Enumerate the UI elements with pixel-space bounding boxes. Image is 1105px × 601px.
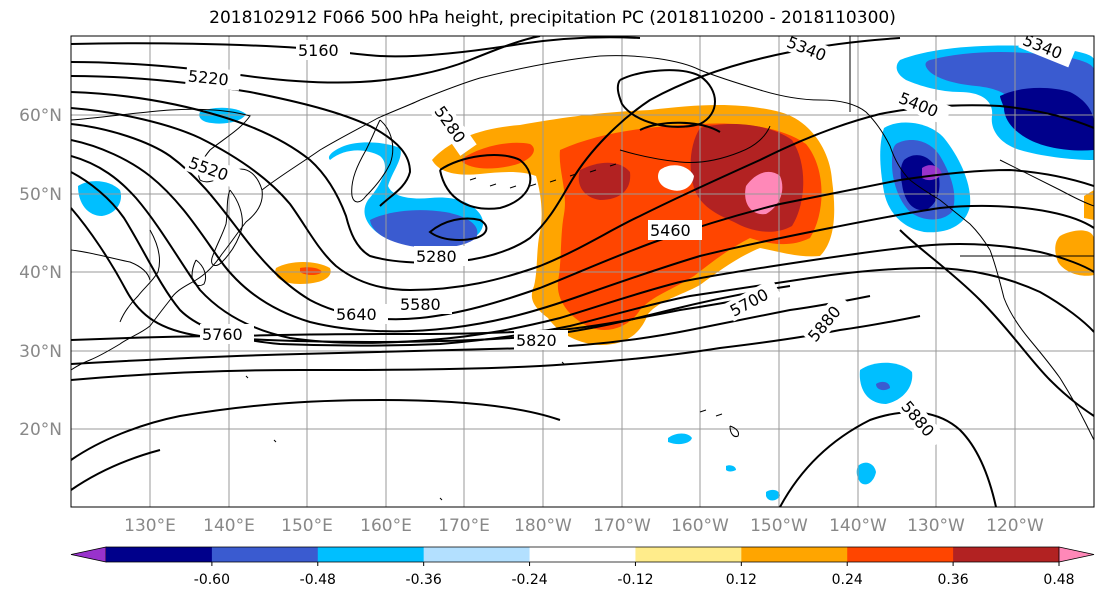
- contour-label-5760: 5760: [202, 325, 243, 344]
- lon-label-180w: 180°W: [514, 516, 572, 536]
- colorbar-segment: [529, 547, 636, 562]
- colorbar-tick-labels: -0.60 -0.48 -0.36 -0.24 -0.12 0.12 0.24 0.36 0.4…: [194, 562, 1075, 588]
- colorbar: -0.60 -0.48 -0.36 -0.24 -0.12 0.12 0.24 0.36 0.4…: [70, 546, 1095, 588]
- colorbar-tick-label: 0.12: [726, 572, 757, 588]
- colorbar-segment: [953, 547, 1060, 562]
- contour-label-5640: 5640: [336, 305, 377, 324]
- colorbar-tick-label: -0.12: [617, 572, 653, 588]
- colorbar-segments: [70, 546, 1095, 563]
- contour-label-5160: 5160: [298, 41, 339, 60]
- contour-label-5580: 5580: [400, 295, 441, 314]
- contour-label-5280-south: 5280: [416, 247, 457, 266]
- lon-label-150e: 150°E: [281, 516, 333, 536]
- lat-label-20n: 20°N: [19, 420, 62, 440]
- colorbar-segment: [1058, 546, 1095, 563]
- colorbar-tick-label: -0.60: [194, 572, 230, 588]
- lat-label-30n: 30°N: [19, 342, 62, 362]
- lat-label-60n: 60°N: [19, 106, 62, 126]
- colorbar-tick-label: 0.24: [832, 572, 863, 588]
- lon-label-170w: 170°W: [593, 516, 651, 536]
- lon-label-120w: 120°W: [986, 516, 1044, 536]
- colorbar-segment: [106, 547, 213, 562]
- longitude-labels: 130°E 140°E 150°E 160°E 170°E 180°W 170°…: [124, 516, 1044, 536]
- colorbar-segment: [70, 546, 107, 563]
- colorbar-segment: [635, 547, 742, 562]
- lon-label-160w: 160°W: [671, 516, 729, 536]
- lon-label-130w: 130°W: [907, 516, 965, 536]
- colorbar-tick-label: -0.36: [406, 572, 442, 588]
- colorbar-segment: [211, 547, 319, 562]
- lat-label-40n: 40°N: [19, 263, 62, 283]
- lon-label-140e: 140°E: [203, 516, 255, 536]
- latitude-labels: 60°N 50°N 40°N 30°N 20°N: [19, 106, 62, 440]
- lon-label-160e: 160°E: [360, 516, 412, 536]
- colorbar-tick-label: -0.48: [300, 572, 336, 588]
- contour-label-5820: 5820: [516, 331, 557, 350]
- colorbar-tick-label: 0.48: [1043, 572, 1074, 588]
- contour-label-5220: 5220: [187, 66, 229, 89]
- height-contours: [71, 36, 1094, 507]
- colorbar-segment: [741, 547, 848, 562]
- colorbar-border: [106, 546, 1059, 563]
- map-frame: [70, 35, 1095, 508]
- colorbar-segment: [423, 547, 531, 562]
- lat-label-50n: 50°N: [19, 185, 62, 205]
- lon-label-140w: 140°W: [829, 516, 887, 536]
- colorbar-segment: [317, 547, 425, 562]
- colorbar-segment: [847, 547, 954, 562]
- lon-label-150w: 150°W: [750, 516, 808, 536]
- lon-label-170e: 170°E: [438, 516, 490, 536]
- colorbar-tick-label: 0.36: [938, 572, 969, 588]
- colorbar-tick-label: -0.24: [511, 572, 547, 588]
- map-title: 2018102912 F066 500 hPa height, precipit…: [209, 8, 896, 28]
- coastlines: [71, 36, 1094, 501]
- contour-label-5460: 5460: [650, 221, 691, 240]
- lon-label-130e: 130°E: [124, 516, 176, 536]
